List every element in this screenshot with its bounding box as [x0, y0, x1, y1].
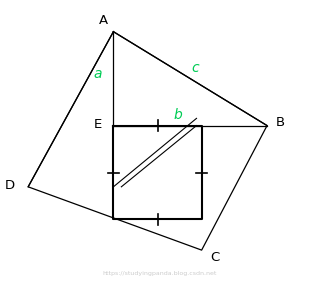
Text: D: D	[5, 179, 15, 192]
Text: a: a	[94, 67, 102, 81]
Text: b: b	[173, 108, 182, 122]
Text: https://studyingpanda.blog.csdn.net: https://studyingpanda.blog.csdn.net	[103, 271, 217, 276]
Text: C: C	[210, 251, 220, 264]
Text: c: c	[191, 61, 199, 75]
Text: B: B	[276, 116, 285, 129]
Text: A: A	[99, 14, 108, 27]
Text: E: E	[94, 118, 102, 131]
